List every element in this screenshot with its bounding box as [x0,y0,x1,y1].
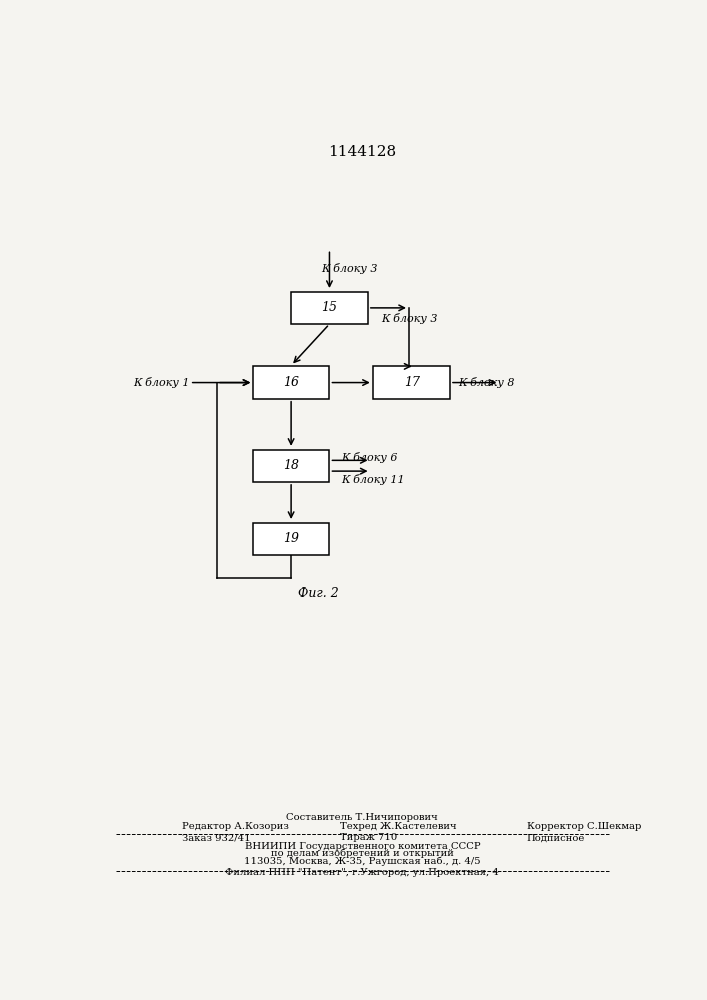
Text: Корректор С.Шекмар: Корректор С.Шекмар [527,822,641,831]
Text: 15: 15 [322,301,337,314]
Text: 113035, Москва, Ж-35, Раушская наб., д. 4/5: 113035, Москва, Ж-35, Раушская наб., д. … [244,857,481,866]
FancyBboxPatch shape [291,292,368,324]
Text: К блоку 11: К блоку 11 [341,474,405,485]
Text: Подписное: Подписное [527,833,585,842]
Text: 18: 18 [283,459,299,472]
Text: К блоку 8: К блоку 8 [458,377,515,388]
Text: 16: 16 [283,376,299,389]
Text: 17: 17 [404,376,420,389]
Text: Заказ 932/41: Заказ 932/41 [182,833,250,842]
Text: по делам изобретений и открытий: по делам изобретений и открытий [271,849,454,858]
Text: ВНИИПИ Государственного комитета СССР: ВНИИПИ Государственного комитета СССР [245,842,480,851]
FancyBboxPatch shape [253,366,329,399]
FancyBboxPatch shape [253,450,329,482]
Text: 1144128: 1144128 [328,145,397,159]
Text: Фиг. 2: Фиг. 2 [298,587,339,600]
Text: Редактор А.Козориз: Редактор А.Козориз [182,822,288,831]
Text: Составитель Т.Ничипорович: Составитель Т.Ничипорович [286,813,438,822]
Text: К блоку 3: К блоку 3 [382,313,438,324]
FancyBboxPatch shape [373,366,450,399]
Text: Техред Ж.Кастелевич: Техред Ж.Кастелевич [341,822,457,831]
Text: К блоку 6: К блоку 6 [341,452,398,463]
Text: К блоку 3: К блоку 3 [321,263,378,274]
FancyBboxPatch shape [253,523,329,555]
Text: Тираж 710: Тираж 710 [341,833,397,842]
Text: Филиал ППП "Патент", г.Ужгород, ул.Проектная, 4: Филиал ППП "Патент", г.Ужгород, ул.Проек… [226,868,499,877]
Text: 19: 19 [283,532,299,545]
Text: К блоку 1: К блоку 1 [133,377,189,388]
